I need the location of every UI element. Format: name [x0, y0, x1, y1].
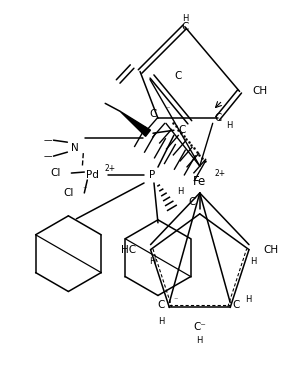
Text: H: H	[250, 257, 256, 266]
Text: ⁻: ⁻	[82, 184, 86, 194]
Text: H: H	[196, 336, 203, 345]
Text: C: C	[232, 300, 240, 310]
Text: C: C	[181, 22, 188, 32]
Text: ⁻: ⁻	[166, 104, 170, 113]
Text: C: C	[158, 300, 165, 310]
Text: —: —	[43, 136, 52, 145]
Text: H: H	[149, 257, 156, 266]
Text: CH: CH	[252, 86, 267, 96]
Text: C: C	[174, 71, 182, 82]
Text: C: C	[178, 125, 185, 135]
Text: Pd: Pd	[86, 170, 99, 180]
Text: N: N	[71, 143, 79, 153]
Text: H: H	[245, 295, 251, 304]
Text: —: —	[43, 152, 52, 161]
Text: C⁻: C⁻	[193, 322, 206, 332]
Text: ⁻: ⁻	[173, 295, 178, 304]
Text: Cl: Cl	[63, 188, 74, 198]
Text: 2+: 2+	[214, 169, 225, 178]
Text: H: H	[158, 317, 165, 326]
Text: C: C	[188, 197, 196, 207]
Text: C: C	[149, 109, 157, 119]
Text: Fe: Fe	[193, 175, 206, 187]
Text: Cl: Cl	[50, 168, 61, 178]
Text: C: C	[214, 113, 221, 123]
Text: H: H	[226, 121, 233, 130]
Text: CH: CH	[263, 244, 278, 255]
Text: HC: HC	[121, 244, 136, 255]
Text: 2+: 2+	[105, 164, 116, 173]
Text: H: H	[182, 14, 188, 23]
Polygon shape	[120, 111, 151, 137]
Text: H: H	[177, 187, 183, 197]
Text: P: P	[149, 170, 155, 180]
